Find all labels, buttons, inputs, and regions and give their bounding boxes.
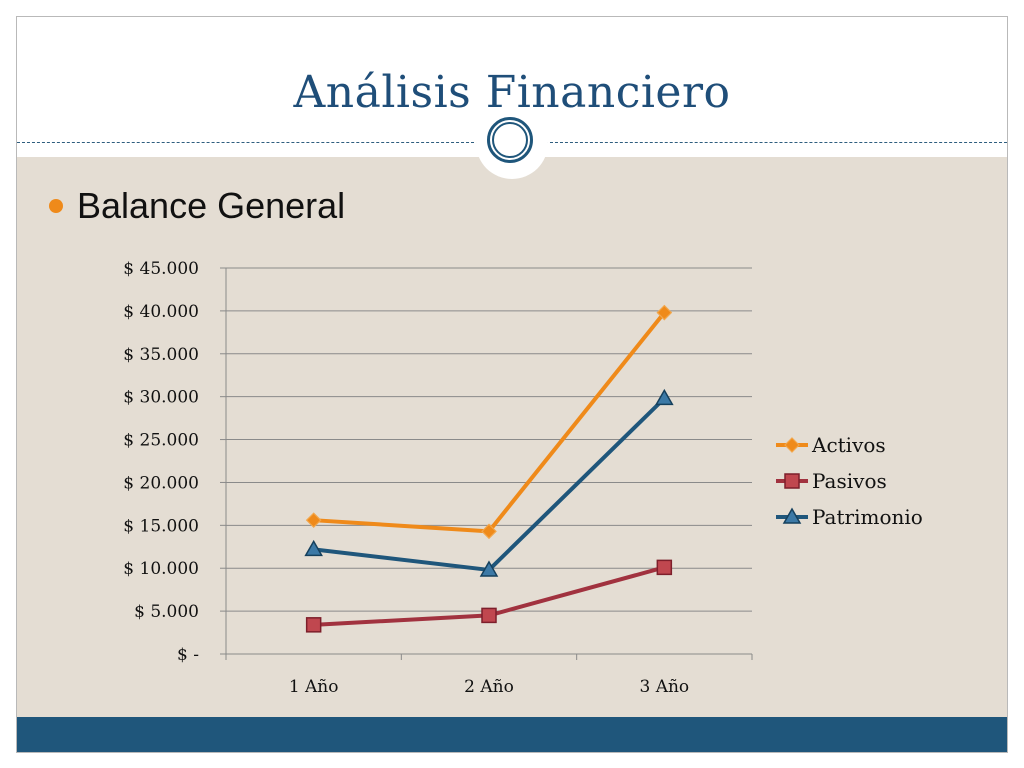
slide: Análisis Financiero Balance General [16,16,1008,753]
legend-marker-pasivos [784,473,800,489]
bullet-item: Balance General [49,185,345,227]
legend-label-patrimonio: Patrimonio [812,505,923,529]
y-tick-label: $ 15.000 [123,516,199,536]
data-point-pasivos [656,559,673,576]
footer-band [17,717,1007,752]
data-point-patrimonio [655,388,674,406]
x-tick-label: 1 Año [289,677,339,697]
legend-marker-activos [784,437,800,453]
y-tick-label: $ 10.000 [123,559,199,579]
bullet-text: Balance General [77,185,346,226]
y-tick-label: $ 5.000 [134,602,199,622]
y-tick-label: $ 25.000 [123,431,199,451]
data-point-patrimonio [304,539,323,557]
y-tick-label: $ 40.000 [123,302,199,322]
y-tick-label: $ 45.000 [123,259,199,279]
y-tick-label: $ 35.000 [123,345,199,365]
header-divider-right [545,142,1007,143]
data-point-patrimonio [479,560,499,577]
y-tick-label: $ - [177,645,199,665]
legend-label-pasivos: Pasivos [812,469,887,493]
data-point-activos [656,304,673,321]
data-point-activos [481,523,497,540]
legend-marker-patrimonio [782,507,802,524]
header-divider-left [17,142,479,143]
bullet-dot-icon [49,199,63,213]
y-tick-label: $ 20.000 [123,473,199,493]
content-area [17,157,1007,717]
circle-ornament-inner [492,122,528,158]
series-line-patrimonio [313,396,666,572]
data-point-pasivos [481,607,497,624]
data-point-pasivos [305,617,322,633]
legend-label-activos: Activos [811,433,886,457]
x-tick-label: 3 Año [639,677,689,697]
data-point-activos [305,512,322,529]
x-tick-label: 2 Año [464,677,514,697]
series-line-activos [313,311,666,534]
y-tick-label: $ 30.000 [123,388,199,408]
